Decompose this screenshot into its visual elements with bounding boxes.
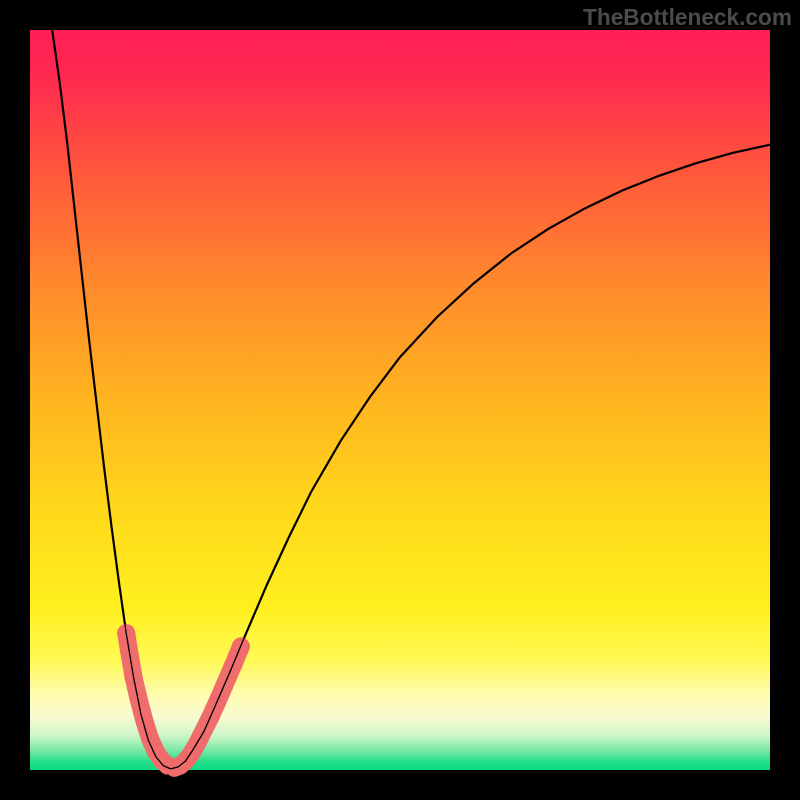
plot-background (30, 30, 770, 770)
chart-root: TheBottleneck.com (0, 0, 800, 800)
bottleneck-chart-svg (0, 0, 800, 800)
